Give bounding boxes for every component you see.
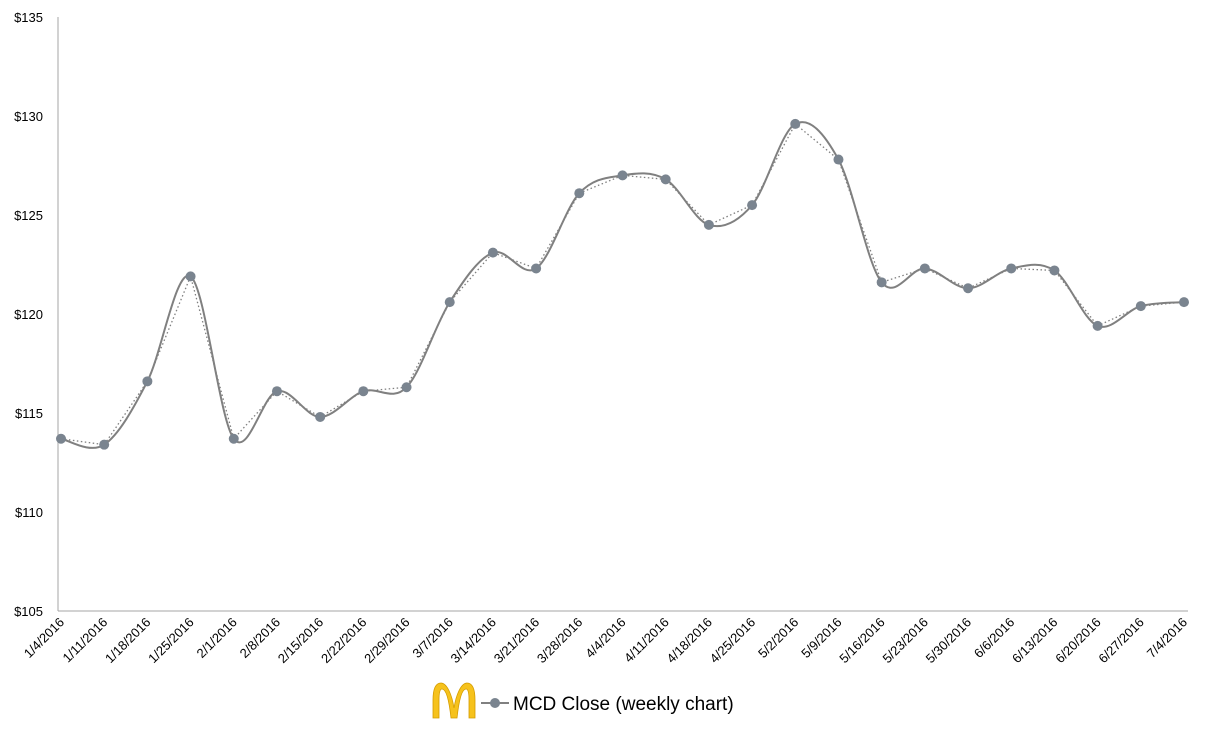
data-point	[1006, 263, 1017, 274]
data-point	[142, 376, 153, 387]
x-tick-label: 2/29/2016	[361, 615, 413, 667]
data-point	[1135, 301, 1146, 312]
data-point	[99, 439, 110, 450]
legend-marker	[490, 698, 500, 708]
x-tick-label: 5/23/2016	[879, 615, 931, 667]
data-point	[315, 411, 326, 422]
data-point	[1092, 320, 1103, 331]
series-line	[60, 121, 1185, 449]
x-tick-label: 6/27/2016	[1095, 615, 1147, 667]
data-point	[963, 283, 974, 294]
x-tick-label: 4/18/2016	[663, 615, 715, 667]
data-point	[487, 247, 498, 258]
data-point	[876, 277, 887, 288]
x-tick-label: 5/16/2016	[836, 615, 888, 667]
x-tick-label: 1/25/2016	[145, 615, 197, 667]
x-tick-label: 3/21/2016	[491, 615, 543, 667]
y-tick-label: $120	[14, 307, 43, 322]
y-tick-label: $115	[15, 406, 43, 421]
mcdonalds-logo-icon	[432, 682, 476, 719]
logo-arches	[432, 682, 476, 719]
data-point	[185, 271, 196, 282]
x-tick-label: 2/1/2016	[193, 615, 239, 661]
data-point	[660, 174, 671, 185]
x-tick-label: 3/14/2016	[448, 615, 500, 667]
data-point	[271, 386, 282, 397]
x-tick-label: 7/4/2016	[1144, 615, 1190, 661]
x-tick-label: 4/11/2016	[621, 615, 672, 666]
y-tick-label: $125	[14, 208, 43, 223]
x-tick-label: 2/15/2016	[275, 615, 327, 667]
data-point	[574, 188, 585, 199]
legend-label: MCD Close (weekly chart)	[513, 694, 734, 715]
data-point	[919, 263, 930, 274]
data-point	[790, 118, 801, 129]
x-tick-label: 1/18/2016	[102, 615, 154, 667]
y-tick-label: $105	[14, 604, 43, 619]
data-point	[1049, 265, 1060, 276]
x-tick-label: 3/28/2016	[534, 615, 586, 667]
data-point	[703, 219, 714, 230]
data-point	[228, 433, 239, 444]
data-point	[56, 433, 66, 444]
data-point	[747, 200, 758, 211]
y-tick-label: $135	[14, 10, 43, 25]
x-tick-label: 2/22/2016	[318, 615, 370, 667]
data-point	[833, 154, 844, 165]
data-point	[401, 382, 412, 393]
x-tick-label: 5/30/2016	[923, 615, 975, 667]
y-tick-label: $110	[15, 505, 43, 520]
x-tick-label: 6/20/2016	[1052, 615, 1104, 667]
data-point	[1179, 297, 1189, 308]
x-tick-label: 1/11/2016	[59, 615, 110, 666]
y-tick-label: $130	[14, 109, 43, 124]
x-tick-label: 5/2/2016	[755, 615, 801, 661]
x-tick-label: 6/13/2016	[1009, 615, 1061, 667]
data-point	[444, 297, 455, 308]
data-point	[531, 263, 542, 274]
x-tick-label: 4/25/2016	[707, 615, 759, 667]
data-point	[358, 386, 369, 397]
data-point	[617, 170, 628, 181]
